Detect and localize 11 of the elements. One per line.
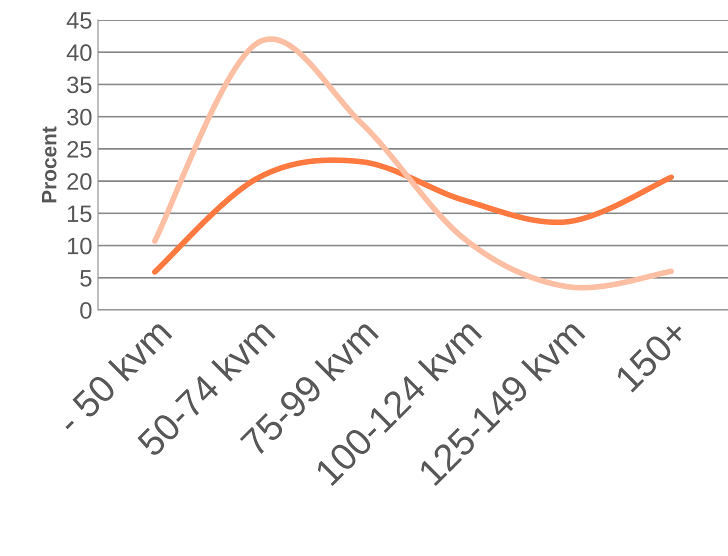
- y-tick-label: 40: [66, 44, 92, 62]
- y-tick-label: 20: [67, 173, 92, 190]
- y-tick-label: 0: [80, 302, 92, 319]
- y-tick-label: 5: [80, 270, 92, 287]
- y-tick-label: 15: [68, 206, 92, 222]
- y-axis-title: Procent: [42, 126, 57, 202]
- y-tick-label: 25: [67, 140, 92, 158]
- y-tick-label: 30: [67, 108, 92, 126]
- y-tick-label: 10: [68, 238, 92, 254]
- y-tick-label: 45: [66, 12, 92, 29]
- y-tick-label: 35: [67, 76, 92, 94]
